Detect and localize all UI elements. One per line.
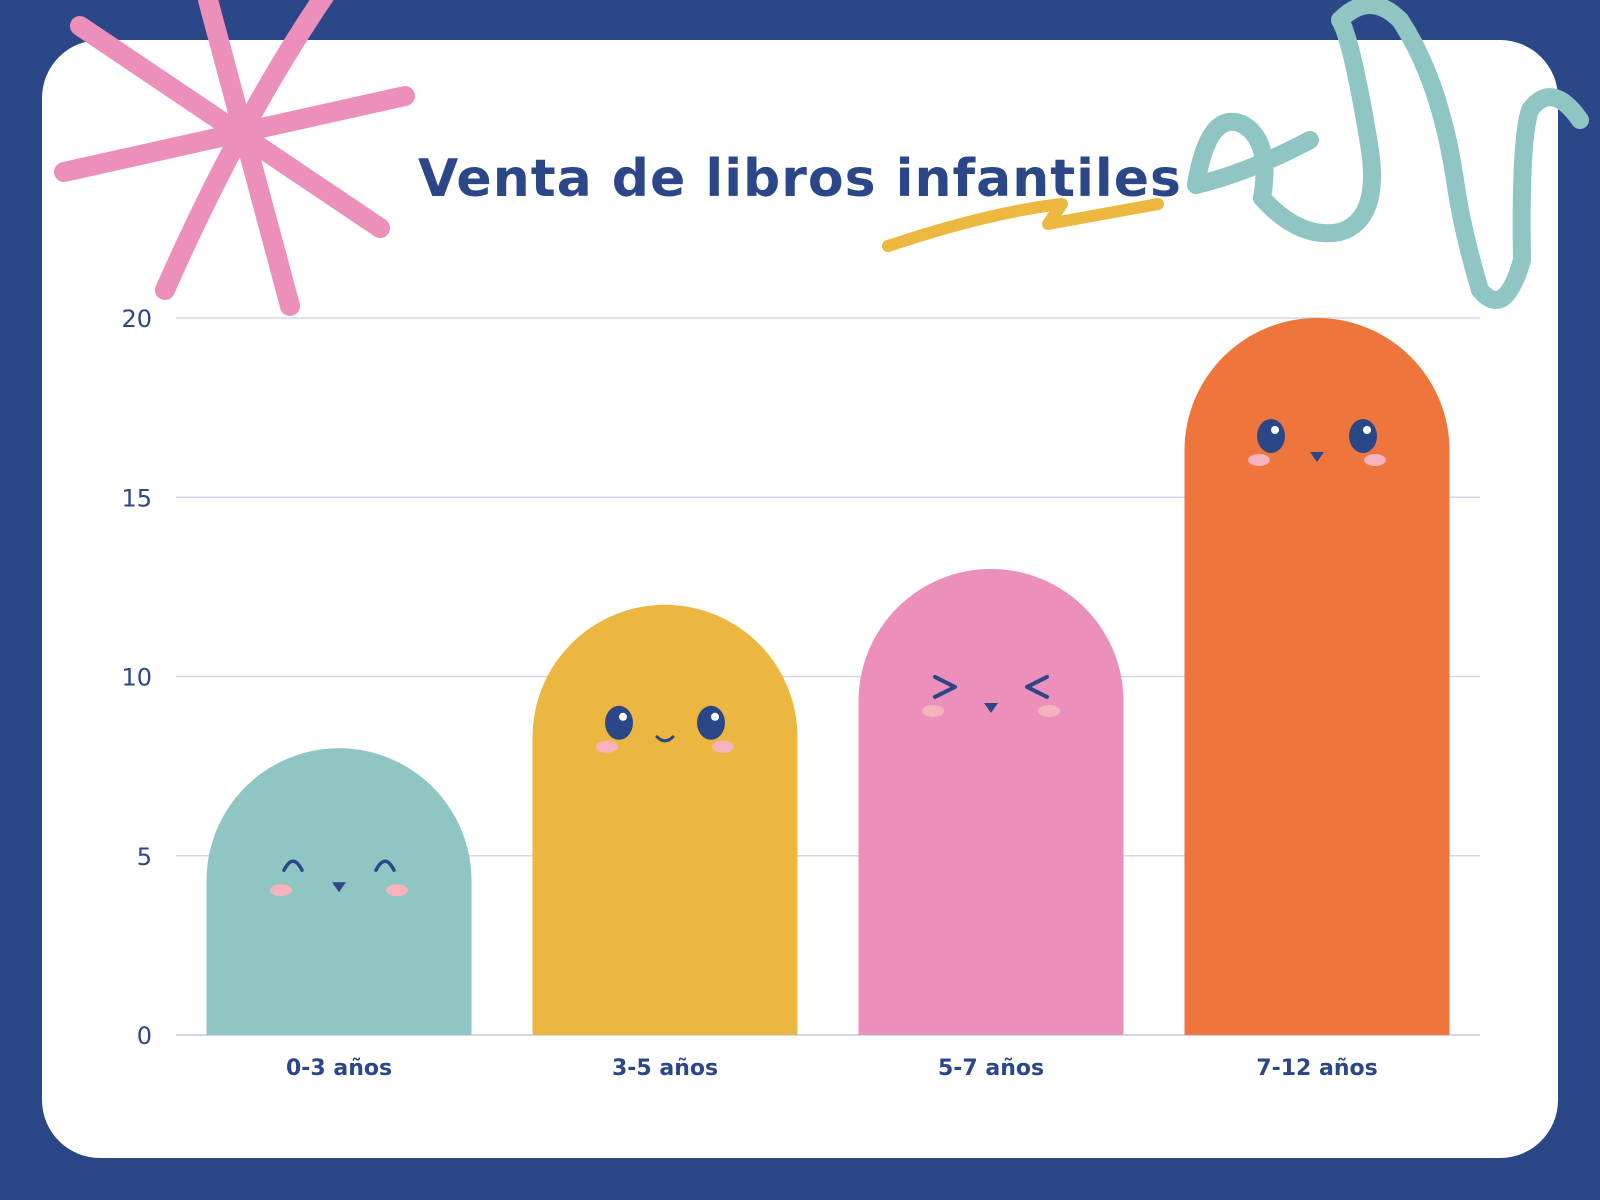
y-tick-label: 5	[137, 843, 152, 871]
face-icon	[1248, 419, 1386, 466]
eye-highlight-icon	[619, 712, 627, 721]
blush-icon	[922, 704, 944, 717]
eye-icon	[1257, 419, 1285, 453]
y-tick-label: 20	[121, 305, 152, 333]
x-tick-label: 5-7 años	[938, 1056, 1044, 1081]
blush-icon	[270, 884, 292, 897]
bar-group	[858, 568, 1124, 1035]
y-tick-label: 10	[121, 664, 152, 692]
bars	[206, 318, 1450, 1035]
bar-group	[532, 604, 798, 1035]
bar	[1184, 318, 1450, 1035]
bar-group	[206, 748, 472, 1035]
y-axis-ticks: 0 5 10 15 20	[121, 305, 152, 1050]
face-icon	[270, 859, 408, 897]
blush-icon	[1364, 454, 1386, 466]
title-underline-icon	[882, 198, 1164, 252]
blush-icon	[1248, 454, 1270, 466]
eye-highlight-icon	[1271, 426, 1279, 434]
eye-highlight-icon	[711, 712, 719, 721]
x-axis-labels: 0-3 años 3-5 años 5-7 años 7-12 años	[286, 1056, 1378, 1081]
y-tick-label: 15	[121, 484, 152, 512]
blush-icon	[386, 884, 408, 897]
mouth-icon	[655, 735, 675, 743]
eye-highlight-icon	[1363, 426, 1371, 434]
bar	[858, 568, 1124, 1035]
decorations	[54, 0, 1589, 316]
teal-arrow-icon	[1187, 0, 1589, 309]
blush-icon	[1038, 704, 1060, 717]
mouth-icon	[332, 882, 346, 893]
blush-icon	[712, 740, 734, 753]
face-icon	[596, 705, 734, 753]
mouth-icon	[1310, 452, 1324, 462]
bar-group	[1184, 318, 1450, 1035]
eye-icon	[282, 859, 304, 872]
eye-icon	[933, 674, 957, 699]
bar	[532, 604, 798, 1035]
chart-title: Venta de libros infantiles	[418, 149, 1182, 209]
pink-star-icon	[54, 0, 415, 316]
blush-icon	[596, 740, 618, 753]
eye-icon	[605, 705, 633, 740]
eye-icon	[1349, 419, 1377, 453]
eye-icon	[374, 859, 396, 872]
x-tick-label: 3-5 años	[612, 1056, 718, 1081]
x-tick-label: 0-3 años	[286, 1056, 392, 1081]
mouth-icon	[984, 702, 998, 713]
eye-icon	[697, 705, 725, 740]
face-icon	[922, 674, 1060, 717]
y-tick-label: 0	[137, 1022, 152, 1050]
x-tick-label: 7-12 años	[1256, 1056, 1377, 1081]
eye-icon	[1025, 674, 1049, 699]
